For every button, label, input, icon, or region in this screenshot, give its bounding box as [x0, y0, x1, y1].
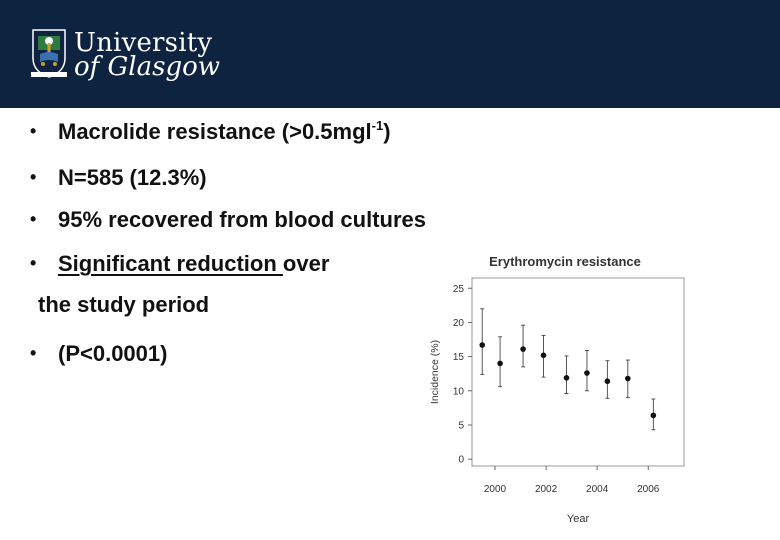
logo-line-1: University — [74, 28, 213, 58]
bullet-dot-icon: • — [30, 253, 37, 273]
x-tick-label: 2004 — [586, 484, 609, 495]
data-point — [540, 352, 547, 359]
data-point — [604, 378, 611, 385]
plot-frame — [471, 277, 685, 467]
data-point — [497, 360, 503, 367]
y-tick-label: 5 — [458, 420, 464, 431]
data-point — [520, 346, 526, 352]
bullet-blood-cultures: • 95% recovered from blood cultures — [30, 206, 426, 233]
bullet-dot-icon: • — [30, 121, 37, 141]
chart-title: Erythromycin resistance — [489, 254, 641, 269]
bullet-continuation: the study period — [38, 292, 210, 317]
bullet-text: 95% recovered from blood cultures — [58, 207, 426, 232]
x-axis-label: Year — [567, 513, 590, 525]
data-point — [584, 370, 590, 376]
y-tick-label: 15 — [453, 352, 465, 363]
x-tick-label: 2006 — [637, 484, 660, 495]
header-banner: University of Glasgow — [0, 0, 780, 108]
y-axis-label: Incidence (%) — [429, 340, 441, 404]
bullet-text: N=585 (12.3%) — [58, 165, 207, 190]
y-tick-label: 0 — [458, 455, 464, 466]
y-axis: 0 5 10 15 20 25 — [453, 284, 472, 466]
university-logo[interactable]: University of Glasgow — [30, 28, 220, 82]
data-point — [479, 342, 486, 348]
y-tick-label: 25 — [453, 284, 465, 295]
bullet-macrolide: • Macrolide resistance (>0.5mgl-1) — [30, 118, 391, 145]
bullet-text: (P<0.0001) — [58, 341, 168, 366]
bullet-p-value: • (P<0.0001) — [30, 340, 167, 367]
x-tick-label: 2002 — [535, 484, 558, 495]
logo-line-2: of Glasgow — [74, 52, 221, 82]
bullet-dot-icon: • — [30, 343, 37, 363]
data-point — [650, 412, 657, 419]
y-tick-label: 20 — [453, 318, 465, 329]
bullet-reduction: • Significant reduction over — [30, 250, 329, 277]
data-point — [563, 375, 570, 381]
crest-icon — [31, 29, 67, 78]
bullet-dot-icon: • — [30, 167, 37, 187]
bullet-underlined-text: Significant reduction — [58, 251, 283, 276]
y-tick-label: 10 — [453, 386, 465, 397]
superscript: -1 — [371, 118, 384, 133]
x-axis: 2000 2002 2004 2006 — [484, 466, 660, 495]
bullet-text: Macrolide resistance (>0.5mgl — [58, 119, 372, 144]
data-series — [479, 308, 657, 431]
bullet-text: over — [282, 251, 330, 276]
bullet-text-end: ) — [383, 119, 391, 144]
data-point — [625, 375, 631, 382]
bullet-dot-icon: • — [30, 209, 37, 229]
bullet-n: • N=585 (12.3%) — [30, 164, 207, 191]
x-tick-label: 2000 — [484, 484, 507, 495]
